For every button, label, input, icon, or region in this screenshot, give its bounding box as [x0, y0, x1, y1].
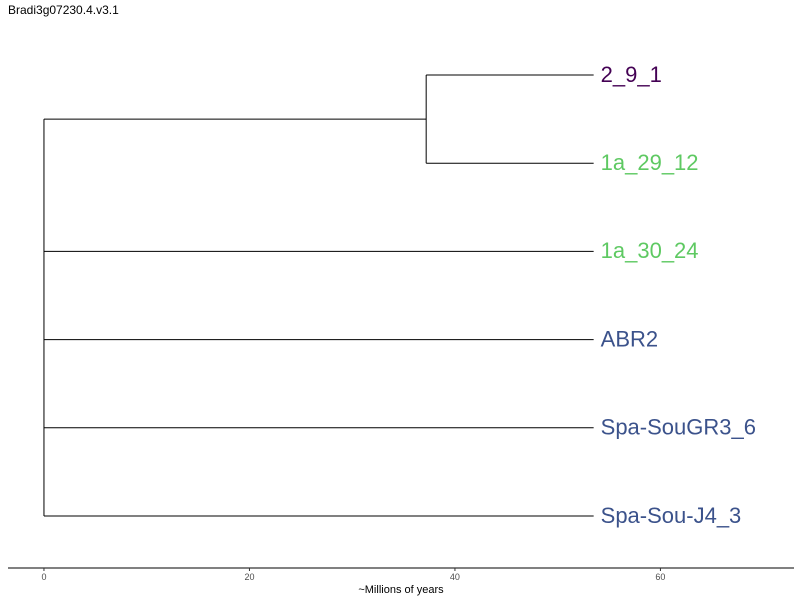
tree-branches [43, 74, 594, 517]
tree-tip-labels: 2_9_1 1a_29_12 1a_30_24 ABR2 Spa-SouGR3_6 Spa… [601, 62, 756, 528]
x-axis-tick-label: 0 [41, 572, 46, 582]
x-axis-tick-label: 40 [450, 572, 460, 582]
tip-label: Spa-Sou-J4_3 [601, 503, 742, 528]
x-axis-title: ~Millions of years [358, 584, 444, 596]
x-axis-ticks: 0 20 40 60 [41, 568, 665, 582]
tip-label: 2_9_1 [601, 62, 662, 87]
page-title: Bradi3g07230.4.v3.1 [8, 3, 119, 17]
x-axis-tick-label: 60 [655, 572, 665, 582]
tip-label: ABR2 [601, 326, 658, 351]
tip-label: 1a_30_24 [601, 238, 699, 263]
x-axis: 0 20 40 60 ~Millions of years [8, 567, 794, 596]
tip-label: 1a_29_12 [601, 150, 699, 175]
tip-label: Spa-SouGR3_6 [601, 415, 756, 440]
x-axis-tick-label: 20 [244, 572, 254, 582]
